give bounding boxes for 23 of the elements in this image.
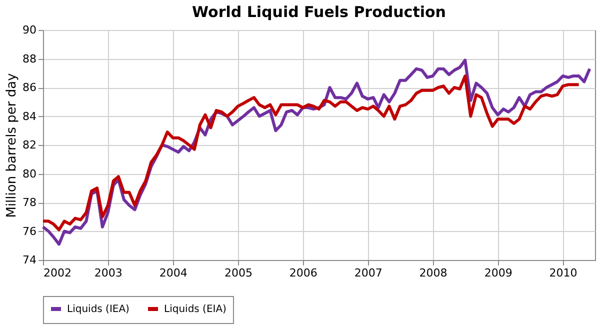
x-tick-label: 2003 — [94, 266, 122, 280]
x-tick-label: 2005 — [224, 266, 252, 280]
x-tick-label: 2002 — [44, 266, 72, 280]
legend-label: Liquids (IEA) — [67, 304, 130, 315]
x-tick-label: 2010 — [549, 266, 578, 280]
x-tick-label: 2009 — [484, 266, 512, 280]
x-tick-label: 2006 — [289, 266, 318, 280]
x-tick-label: 2008 — [419, 266, 448, 280]
line-series — [42, 74, 580, 232]
y-tick-label: 88 — [22, 52, 36, 66]
x-tick-label: 2004 — [159, 266, 188, 280]
y-tick-label: 84 — [22, 110, 36, 123]
y-tick-label: 74 — [22, 254, 36, 266]
chart-title: World Liquid Fuels Production — [192, 3, 446, 21]
y-tick-label: 90 — [22, 24, 36, 36]
y-axis-title: Million barrels per day — [4, 72, 20, 218]
legend-label: Liquids (EIA) — [164, 304, 227, 315]
x-tick-label: 2007 — [354, 266, 382, 280]
y-tick-label: 80 — [22, 167, 36, 180]
y-tick-label: 76 — [22, 224, 36, 238]
y-tick-label: 86 — [22, 81, 36, 94]
y-tick-label: 82 — [22, 138, 36, 152]
y-tick-label: 78 — [22, 196, 36, 209]
